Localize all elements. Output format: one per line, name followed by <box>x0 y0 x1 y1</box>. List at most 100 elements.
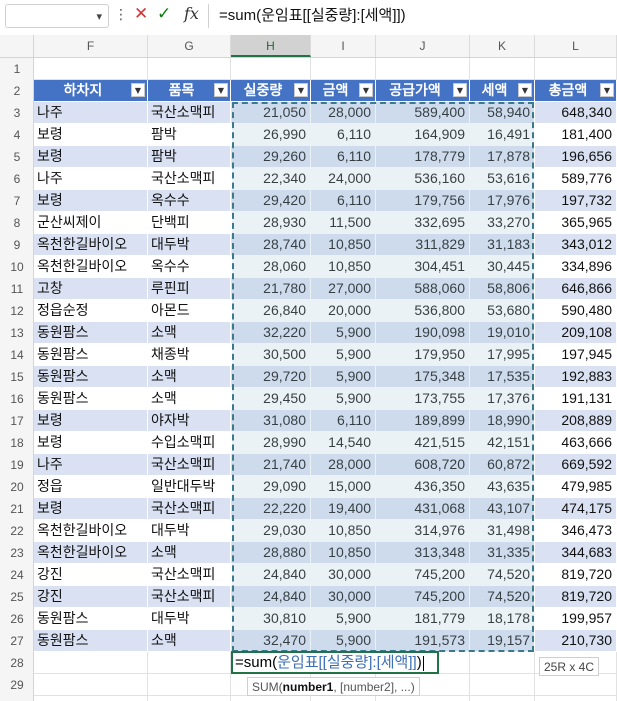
filter-dropdown-icon[interactable]: ▼ <box>518 83 532 97</box>
row-header-6[interactable]: 6 <box>13 172 21 186</box>
table-header-cell[interactable]: 실중량 ▼ <box>231 80 311 102</box>
table-cell[interactable]: 31,183 <box>470 234 535 256</box>
table-cell[interactable]: 199,957 <box>535 608 617 630</box>
table-cell[interactable]: 29,420 <box>231 190 311 212</box>
table-cell[interactable]: 24,000 <box>311 168 376 190</box>
table-cell[interactable]: 27,000 <box>311 278 376 300</box>
row-header-21[interactable]: 21 <box>10 502 24 516</box>
table-cell[interactable]: 22,340 <box>231 168 311 190</box>
table-cell[interactable]: 21,050 <box>231 102 311 124</box>
table-cell[interactable]: 소맥 <box>148 388 231 410</box>
table-cell[interactable]: 5,900 <box>311 322 376 344</box>
enter-icon[interactable]: ✓ <box>157 4 172 24</box>
table-cell[interactable]: 채종박 <box>148 344 231 366</box>
table-header-cell[interactable]: 하차지 ▼ <box>34 80 148 102</box>
table-cell[interactable]: 164,909 <box>376 124 470 146</box>
table-cell[interactable]: 314,976 <box>376 520 470 542</box>
table-cell[interactable]: 30,000 <box>311 586 376 608</box>
table-cell[interactable]: 5,900 <box>311 344 376 366</box>
row-header-5[interactable]: 5 <box>13 150 21 164</box>
row-header-24[interactable]: 24 <box>10 568 24 582</box>
table-cell[interactable]: 대두박 <box>148 234 231 256</box>
active-edit-cell[interactable]: =sum(운임표[[실중량]:[세액]]) <box>231 651 439 674</box>
filter-dropdown-icon[interactable]: ▼ <box>359 83 373 97</box>
column-header-i[interactable]: I <box>311 35 376 57</box>
table-cell[interactable]: 19,400 <box>311 498 376 520</box>
table-cell[interactable]: 14,540 <box>311 432 376 454</box>
row-header-25[interactable]: 25 <box>10 590 24 604</box>
table-cell[interactable]: 국산소맥피 <box>148 168 231 190</box>
row-header-28[interactable]: 28 <box>10 656 24 670</box>
table-cell[interactable]: 보령 <box>34 410 148 432</box>
row-header-15[interactable]: 15 <box>10 370 24 384</box>
table-cell[interactable]: 346,473 <box>535 520 617 542</box>
row-header-17[interactable]: 17 <box>10 414 24 428</box>
table-cell[interactable]: 5,900 <box>311 608 376 630</box>
table-cell[interactable]: 365,965 <box>535 212 617 234</box>
table-cell[interactable]: 173,755 <box>376 388 470 410</box>
table-header-cell[interactable]: 세액 ▼ <box>470 80 535 102</box>
table-cell[interactable]: 소맥 <box>148 542 231 564</box>
table-cell[interactable]: 국산소맥피 <box>148 586 231 608</box>
table-cell[interactable]: 21,780 <box>231 278 311 300</box>
table-cell[interactable]: 24,840 <box>231 586 311 608</box>
table-cell[interactable]: 옥천한길바이오 <box>34 520 148 542</box>
table-cell[interactable]: 179,950 <box>376 344 470 366</box>
table-cell[interactable]: 강진 <box>34 564 148 586</box>
table-cell[interactable]: 197,732 <box>535 190 617 212</box>
table-cell[interactable]: 정읍순정 <box>34 300 148 322</box>
table-cell[interactable]: 819,720 <box>535 586 617 608</box>
table-cell[interactable]: 19,010 <box>470 322 535 344</box>
table-cell[interactable]: 819,720 <box>535 564 617 586</box>
table-cell[interactable]: 311,829 <box>376 234 470 256</box>
table-cell[interactable]: 479,985 <box>535 476 617 498</box>
table-cell[interactable]: 단백피 <box>148 212 231 234</box>
table-cell[interactable]: 536,160 <box>376 168 470 190</box>
table-cell[interactable]: 옥천한길바이오 <box>34 542 148 564</box>
table-cell[interactable]: 332,695 <box>376 212 470 234</box>
row-header-9[interactable]: 9 <box>13 238 21 252</box>
row-header-23[interactable]: 23 <box>10 546 24 560</box>
table-cell[interactable]: 보령 <box>34 498 148 520</box>
table-cell[interactable]: 33,270 <box>470 212 535 234</box>
table-cell[interactable]: 야자박 <box>148 410 231 432</box>
table-cell[interactable]: 29,030 <box>231 520 311 542</box>
table-cell[interactable]: 팜박 <box>148 124 231 146</box>
table-cell[interactable]: 58,940 <box>470 102 535 124</box>
table-cell[interactable]: 648,340 <box>535 102 617 124</box>
table-cell[interactable]: 42,151 <box>470 432 535 454</box>
table-cell[interactable]: 나주 <box>34 168 148 190</box>
cancel-icon[interactable]: ✕ <box>134 4 149 24</box>
table-cell[interactable]: 6,110 <box>311 410 376 432</box>
row-header-27[interactable]: 27 <box>10 634 24 648</box>
table-cell[interactable]: 5,900 <box>311 366 376 388</box>
row-header-2[interactable]: 2 <box>13 84 21 98</box>
table-cell[interactable]: 304,451 <box>376 256 470 278</box>
table-cell[interactable]: 608,720 <box>376 454 470 476</box>
table-cell[interactable]: 5,900 <box>311 630 376 652</box>
table-cell[interactable]: 10,850 <box>311 234 376 256</box>
table-cell[interactable]: 동원팜스 <box>34 388 148 410</box>
table-cell[interactable]: 28,880 <box>231 542 311 564</box>
table-cell[interactable]: 31,498 <box>470 520 535 542</box>
table-cell[interactable]: 343,012 <box>535 234 617 256</box>
table-cell[interactable]: 16,491 <box>470 124 535 146</box>
table-cell[interactable]: 6,110 <box>311 146 376 168</box>
row-header-11[interactable]: 11 <box>10 282 24 296</box>
table-cell[interactable]: 669,592 <box>535 454 617 476</box>
table-cell[interactable]: 18,178 <box>470 608 535 630</box>
table-cell[interactable]: 나주 <box>34 102 148 124</box>
table-cell[interactable]: 동원팜스 <box>34 366 148 388</box>
table-cell[interactable]: 국산소맥피 <box>148 102 231 124</box>
table-cell[interactable]: 22,220 <box>231 498 311 520</box>
table-cell[interactable]: 28,000 <box>311 102 376 124</box>
table-cell[interactable]: 30,810 <box>231 608 311 630</box>
table-cell[interactable]: 6,110 <box>311 190 376 212</box>
table-header-cell[interactable]: 총금액 ▼ <box>535 80 617 102</box>
table-cell[interactable]: 646,866 <box>535 278 617 300</box>
table-cell[interactable]: 소맥 <box>148 366 231 388</box>
table-cell[interactable]: 43,635 <box>470 476 535 498</box>
table-cell[interactable]: 191,573 <box>376 630 470 652</box>
table-cell[interactable]: 191,131 <box>535 388 617 410</box>
table-cell[interactable]: 29,260 <box>231 146 311 168</box>
